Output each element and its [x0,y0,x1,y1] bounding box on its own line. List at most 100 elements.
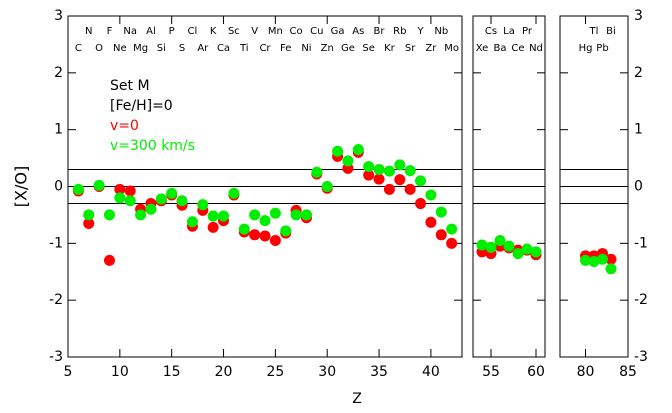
legend-note: Set M [110,78,150,94]
element-label: Tl [589,26,599,37]
element-label: Ar [197,43,209,54]
y-tick-label: 0 [54,179,63,195]
element-label: Hg [579,43,593,54]
data-point [321,181,333,192]
data-point [186,216,198,228]
data-point [394,174,406,186]
y-axis-label: [X/O] [12,166,31,207]
element-label: Cl [188,26,198,37]
data-point [383,183,395,195]
x-tick-label: 55 [482,364,500,380]
data-point [363,161,375,173]
legend-entry: v=300 km/s [110,138,195,154]
data-point [269,234,281,246]
element-label: Si [157,43,166,54]
data-point [249,209,261,221]
y-tick-label: -3 [634,349,648,365]
data-point [135,209,147,221]
data-point [72,183,84,195]
data-point [580,254,591,266]
data-point [259,215,271,227]
element-label: Mo [444,43,459,54]
element-label: Kr [384,43,396,54]
element-label: Na [123,26,137,37]
legend-entry: v=0 [110,118,139,134]
element-label: K [210,26,217,37]
x-tick-label: 25 [266,364,284,380]
y-tick-label: -1 [634,235,648,251]
element-label: Al [146,26,156,37]
data-point [404,183,416,195]
element-label: Fe [280,43,291,54]
element-label: Rb [393,26,406,37]
data-point [290,209,302,221]
data-point [311,166,323,178]
data-point [588,256,600,268]
data-point [155,193,167,205]
data-point [494,234,506,246]
element-label: Zn [321,43,334,54]
element-label: Ce [511,43,524,54]
element-label: Se [362,43,375,54]
data-point [503,240,515,252]
data-point [207,210,219,222]
data-point [114,192,126,204]
element-label: Cr [259,43,271,54]
data-point [512,248,524,260]
data-point [114,183,126,195]
x-tick-label: 30 [318,364,336,380]
legend-note: [Fe/H]=0 [110,98,173,114]
element-label: Ni [301,43,311,54]
y-tick-label: 1 [54,122,63,138]
x-tick-label: 35 [370,364,388,380]
x-tick-label: 40 [422,364,440,380]
data-point [597,253,608,265]
data-point [383,165,395,177]
y-tick-label: -2 [634,292,648,308]
element-label: Sr [405,43,416,54]
element-label: S [179,43,185,54]
x-tick-label: 5 [64,364,73,380]
element-label: Ca [217,43,230,54]
y-tick-label: 3 [54,8,63,24]
data-point [415,198,427,210]
element-label: Nd [529,43,543,54]
y-tick-label: 2 [634,65,643,81]
element-label: Cu [310,26,323,37]
data-point [207,221,219,233]
data-point [446,237,458,249]
element-label: Ga [331,26,345,37]
data-point [197,199,209,211]
element-label: Ne [113,43,127,54]
y-tick-label: -1 [49,235,63,251]
y-tick-label: -2 [49,292,63,308]
element-label: Co [290,26,303,37]
element-label: Pr [522,26,533,37]
data-point [218,210,230,222]
element-label: Y [416,26,424,37]
data-point [605,253,617,265]
element-label: Nb [434,26,448,37]
element-label: C [75,43,82,54]
data-point [425,189,437,201]
data-point [83,217,95,229]
data-point [373,163,385,175]
data-point [521,243,533,255]
x-tick-label: 80 [577,364,595,380]
element-label: P [169,26,175,37]
element-label: Xe [476,43,489,54]
data-point [228,187,240,199]
x-tick-label: 20 [215,364,233,380]
data-point [124,185,136,197]
element-label: F [107,26,113,37]
element-label: Mn [268,26,283,37]
element-label: Ba [494,43,507,54]
data-point [352,144,364,156]
element-label: Ti [239,43,249,54]
data-point [83,209,95,221]
data-point [103,209,115,221]
data-point [415,175,427,187]
data-point [476,239,488,251]
data-point [342,155,354,167]
element-label: Mg [133,43,148,54]
